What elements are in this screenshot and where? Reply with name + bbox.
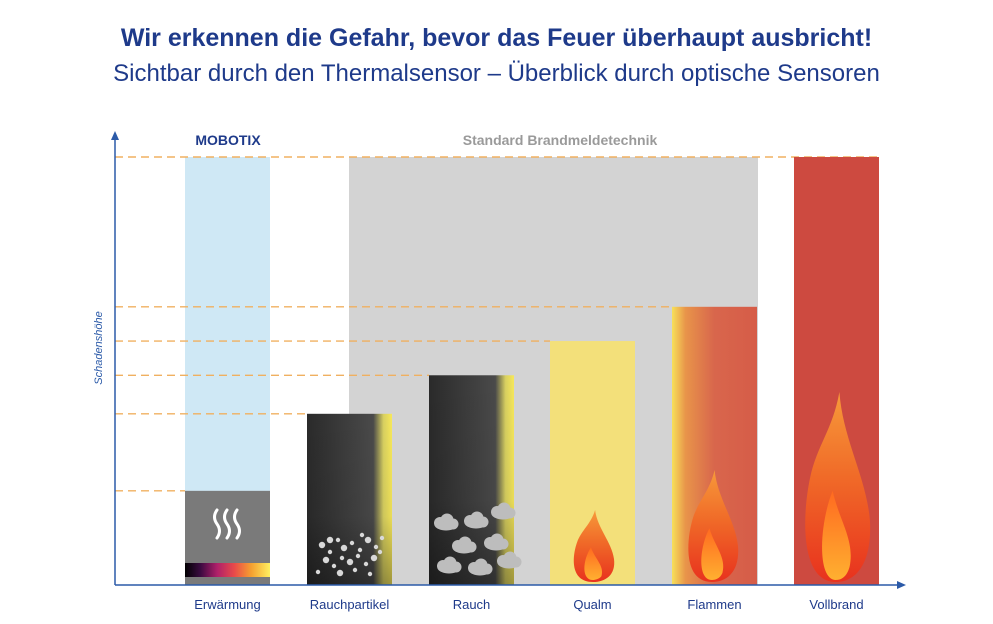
thermal-strip [185, 563, 270, 577]
category-label: Flammen [687, 597, 741, 612]
region-label-mobotix: MOBOTIX [195, 132, 261, 148]
bar-shade [307, 413, 392, 585]
category-label: Rauchpartikel [310, 597, 390, 612]
y-axis-arrow-icon [111, 131, 119, 140]
chart-subtitle: Sichtbar durch den Thermalsensor – Überb… [113, 60, 880, 87]
smoke-icon [434, 502, 522, 576]
category-labels: Erwärmung Rauchpartikel Rauch Qualm Flammen V… [194, 597, 863, 612]
chart-title: Wir erkennen die Gefahr, bevor das Feuer… [120, 24, 873, 52]
flame-icon-flammen [688, 470, 739, 582]
category-label: Erwärmung [194, 597, 260, 612]
category-label: Qualm [573, 597, 611, 612]
flame-icon-qualm [573, 510, 615, 582]
y-axis-label: Schadenshöhe [93, 311, 105, 384]
flame-icon-vollbrand [805, 392, 871, 582]
x-axis-arrow-icon [897, 581, 906, 589]
heat-waves-icon [213, 508, 241, 540]
category-label: Rauch [453, 597, 491, 612]
bar-shade [429, 375, 514, 585]
particles-icon [315, 532, 385, 577]
reference-lines [115, 156, 879, 492]
region-label-standard: Standard Brandmeldetechnik [463, 132, 658, 148]
category-label: Vollbrand [809, 597, 863, 612]
decorations [185, 392, 871, 582]
